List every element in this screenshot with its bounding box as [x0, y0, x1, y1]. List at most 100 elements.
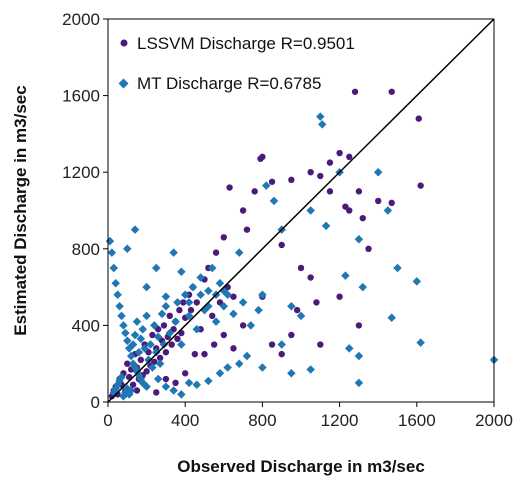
reference-line — [107, 18, 495, 403]
lssvm-point — [143, 368, 150, 375]
lssvm-point — [293, 306, 301, 314]
lssvm-point — [180, 299, 187, 306]
lssvm-point — [355, 322, 363, 329]
lssvm-point — [417, 182, 424, 189]
lssvm-point — [162, 375, 170, 383]
y-tick-label: 800 — [72, 240, 100, 259]
mt-point — [153, 374, 163, 384]
mt-point — [107, 248, 117, 257]
mt-point — [134, 347, 144, 357]
lssvm-point — [268, 341, 276, 348]
lssvm-point — [268, 178, 276, 185]
mt-point — [119, 321, 128, 330]
y-tick-label: 1600 — [62, 87, 100, 106]
lssvm-point — [388, 199, 395, 207]
mt-point — [345, 344, 354, 353]
lssvm-point — [326, 188, 334, 195]
mt-point — [130, 225, 140, 234]
lssvm-point — [365, 245, 372, 252]
mt-point — [105, 236, 115, 246]
mt-point — [138, 324, 147, 334]
lssvm-point — [124, 360, 131, 367]
plot-frame — [107, 18, 495, 403]
mt-point — [316, 112, 325, 121]
mt-point — [341, 271, 350, 280]
mt-point — [287, 302, 296, 311]
lssvm-point — [145, 349, 152, 356]
mt-point — [152, 347, 161, 357]
lssvm-point — [191, 350, 199, 358]
lssvm-point — [210, 341, 218, 348]
x-tick-label: 1200 — [321, 411, 359, 430]
legend-label-lssvm: LSSVM Discharge R=0.9501 — [137, 34, 355, 53]
lssvm-point — [166, 312, 173, 320]
lssvm-point — [216, 299, 224, 306]
x-tick-label: 0 — [103, 411, 112, 430]
mt-point — [373, 167, 383, 177]
mt-point — [121, 328, 130, 338]
mt-point — [211, 317, 221, 326]
mt-point — [123, 336, 132, 345]
mt-point — [358, 282, 368, 292]
lssvm-point — [230, 345, 237, 352]
mt-point — [130, 330, 140, 340]
lssvm-point — [226, 184, 233, 191]
mt-point — [215, 279, 225, 288]
mt-point — [207, 263, 217, 273]
mt-point — [287, 369, 296, 378]
mt-point — [258, 290, 267, 300]
y-axis-title: Estimated Discharge in m3/sec — [11, 85, 30, 335]
mt-point — [140, 344, 149, 353]
mt-point — [246, 321, 256, 330]
legend-marker-mt — [118, 78, 129, 89]
mt-point — [126, 386, 136, 395]
mt-point — [254, 305, 263, 315]
lssvm-point — [187, 306, 195, 314]
mt-point — [157, 309, 167, 319]
mt-point — [115, 302, 124, 311]
lssvm-point — [317, 172, 324, 180]
lssvm-point — [342, 203, 349, 210]
lssvm-point — [317, 341, 324, 348]
mt-point — [416, 338, 425, 347]
mt-point — [161, 382, 171, 391]
lssvm-point — [193, 299, 200, 306]
legend-label-mt: MT Discharge R=0.6785 — [137, 74, 321, 93]
lssvm-point — [288, 176, 295, 184]
y-tick-label: 2000 — [62, 10, 100, 29]
lssvm-point — [212, 249, 220, 256]
lssvm-point — [307, 274, 314, 281]
mt-point — [238, 298, 248, 307]
mt-point — [204, 286, 213, 296]
mt-point — [173, 298, 182, 307]
mt-point — [117, 372, 126, 382]
mt-point — [219, 302, 229, 311]
mt-point — [177, 390, 186, 399]
lssvm-point — [336, 293, 343, 300]
mt-point — [242, 351, 252, 361]
lssvm-point — [174, 335, 181, 343]
lssvm-point — [351, 88, 359, 95]
lssvm-point — [355, 188, 363, 195]
legend: LSSVM Discharge R=0.9501 MT Discharge R=… — [118, 34, 355, 93]
lssvm-point — [133, 387, 141, 394]
lssvm-point — [239, 322, 247, 329]
lssvm-point — [149, 331, 156, 339]
mt-point — [393, 263, 402, 273]
ticks-layer: 0 400 800 1200 1600 2000 0 400 800 1200 1600 2000 — [62, 10, 513, 430]
mt-point — [383, 206, 393, 215]
mt-point — [155, 359, 165, 368]
x-tick-label: 1600 — [398, 411, 436, 430]
mt-point — [317, 120, 327, 129]
mt-point — [306, 206, 315, 215]
mt-point — [126, 351, 136, 361]
mt-point — [177, 340, 186, 349]
lssvm-point — [151, 358, 158, 365]
lssvm-point — [156, 354, 164, 362]
mt-point — [277, 340, 286, 349]
lssvm-point — [336, 149, 343, 157]
lssvm-point — [375, 197, 382, 205]
mt-point — [113, 290, 122, 300]
mt-point — [192, 324, 202, 334]
lssvm-point — [288, 331, 295, 339]
